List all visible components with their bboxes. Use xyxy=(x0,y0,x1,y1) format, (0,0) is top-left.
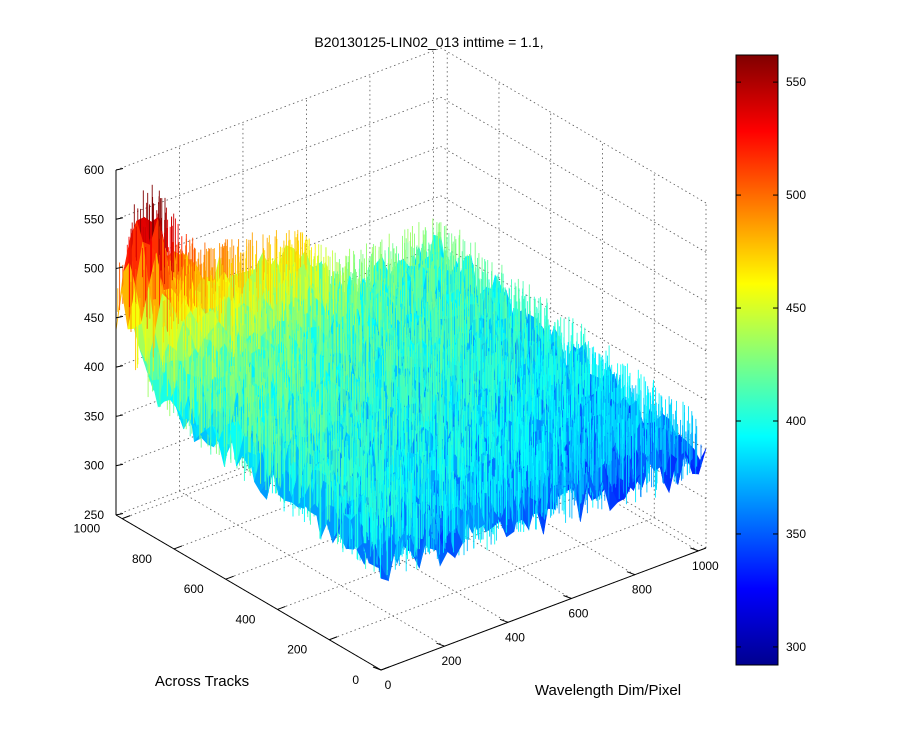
grid-line xyxy=(440,195,707,352)
grid-line xyxy=(440,146,707,302)
grid-line xyxy=(179,490,445,647)
grid-line xyxy=(440,244,707,401)
grid-line xyxy=(115,195,442,319)
chart-title: B20130125-LIN02_013 inttime = 1.1, xyxy=(314,34,543,50)
grid-line xyxy=(115,146,442,269)
grid-line xyxy=(115,96,442,220)
surface-plot xyxy=(115,184,707,582)
grid-line xyxy=(115,244,442,368)
grid-line xyxy=(440,47,707,204)
grid-line xyxy=(440,96,707,253)
grid-line xyxy=(115,47,442,171)
grid-line xyxy=(329,517,655,641)
